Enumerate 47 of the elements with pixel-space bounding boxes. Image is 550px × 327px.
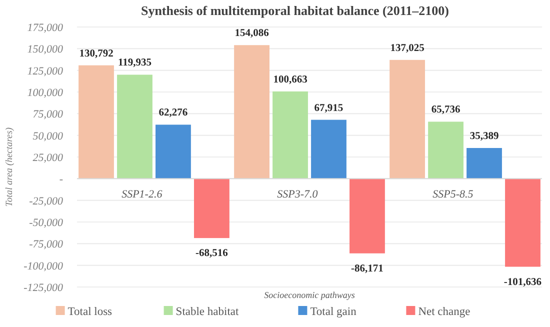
y-tick-label: 25,000	[32, 152, 64, 164]
data-label: 119,935	[118, 58, 152, 69]
data-label: 35,389	[470, 130, 499, 142]
data-label: 100,663	[273, 74, 308, 86]
data-label: -68,516	[196, 248, 228, 260]
y-tick-label: 125,000	[27, 65, 64, 78]
y-tick-label: -100,000	[24, 260, 64, 272]
data-label: -86,171	[351, 263, 384, 274]
y-tick-label: 50,000	[32, 130, 64, 142]
y-tick-label: -125,000	[24, 282, 64, 294]
bar	[311, 120, 346, 179]
y-tick-label: -25,000	[29, 195, 64, 208]
data-label: 154,086	[234, 28, 269, 40]
bar	[272, 91, 308, 179]
data-label: -101,636	[504, 276, 542, 288]
bar	[390, 60, 425, 179]
bar	[350, 178, 385, 254]
y-tick-label: 100,000	[27, 87, 64, 99]
x-tick-label: SSP3-7.0	[277, 188, 318, 201]
bar	[505, 178, 540, 267]
data-label: 67,915	[314, 102, 344, 114]
data-label: 137,025	[390, 42, 424, 54]
y-tick-label: -50,000	[29, 217, 64, 229]
bar	[78, 65, 114, 179]
y-axis-title: Total area (hectares)	[5, 127, 15, 207]
y-tick-label: 150,000	[27, 44, 64, 56]
y-tick-label: 75,000	[32, 108, 64, 121]
bar	[466, 148, 502, 179]
x-tick-label: SSP1-2.6	[122, 188, 163, 201]
bar	[194, 178, 230, 238]
data-label: 65,736	[431, 104, 460, 116]
x-tick-label: SSP5-8.5	[432, 188, 474, 201]
legend-label: Net change	[418, 306, 470, 318]
legend-label: Total gain	[310, 306, 357, 318]
legend-label: Total loss	[68, 306, 113, 318]
x-axis-title: Socioeconomic pathways	[264, 290, 356, 300]
bar	[156, 124, 191, 179]
y-tick-label: -	[59, 174, 64, 186]
chart-title: Synthesis of multitemporal habitat balance (2011–2100)	[140, 3, 450, 18]
data-label: 62,276	[158, 108, 188, 119]
y-tick-label: 175,000	[27, 22, 64, 34]
y-tick-label: -75,000	[29, 238, 64, 251]
legend-label: Stable habitat	[176, 306, 240, 318]
bar	[117, 74, 152, 179]
data-label: 130,792	[79, 48, 114, 60]
bar	[234, 45, 270, 179]
bar	[428, 122, 464, 179]
